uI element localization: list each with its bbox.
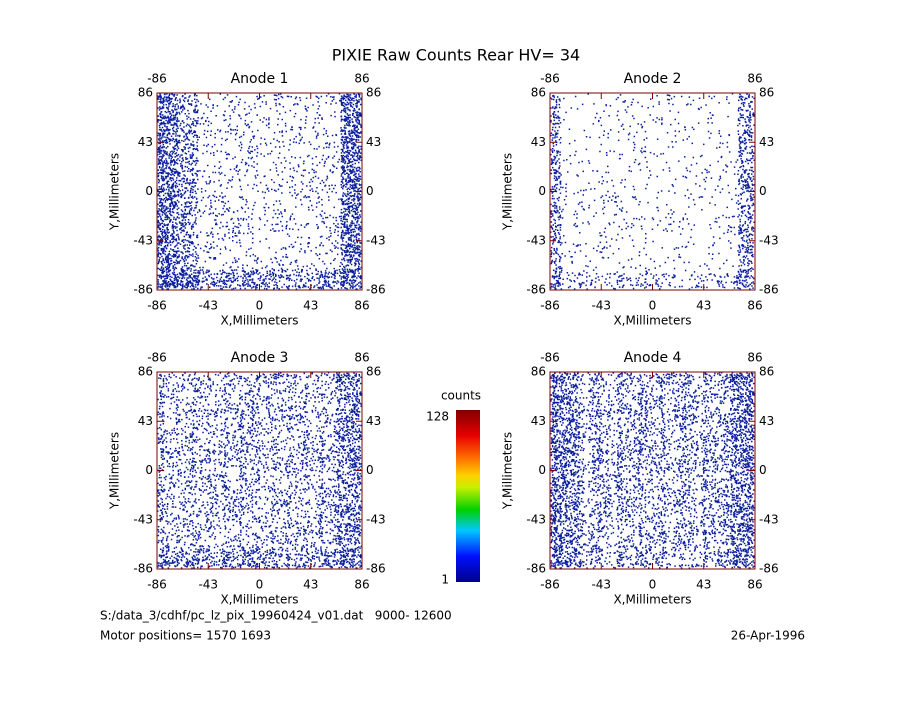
x-tick-label: -43 [198, 299, 218, 313]
top-axis-label: 86 [747, 351, 762, 365]
y-tick-label: -86 [526, 562, 546, 576]
top-axis-label: -86 [147, 351, 167, 365]
y-tick-label-right: 0 [366, 463, 374, 477]
density-image [550, 372, 755, 569]
density-image [157, 372, 362, 569]
x-tick-label: 0 [256, 578, 264, 592]
y-tick-label-right: -86 [366, 283, 386, 297]
top-axis-label: 86 [354, 72, 369, 86]
y-tick-label: -43 [133, 512, 153, 526]
colorbar-max: 128 [426, 410, 449, 424]
y-tick-label: -86 [133, 562, 153, 576]
x-tick-label: -43 [591, 578, 611, 592]
y-tick-label-right: -43 [366, 233, 386, 247]
y-tick-label-right: 0 [759, 184, 767, 198]
x-tick-label: 0 [256, 299, 264, 313]
x-tick-label: -43 [591, 299, 611, 313]
page-title: PIXIE Raw Counts Rear HV= 34 [332, 46, 580, 65]
y-tick-label-right: 86 [759, 86, 774, 100]
y-tick-label: -86 [133, 283, 153, 297]
y-tick-label-right: 43 [759, 135, 774, 149]
y-tick-label-right: 43 [366, 414, 381, 428]
y-tick-label: 43 [138, 414, 153, 428]
x-tick-label: -43 [198, 578, 218, 592]
y-tick-label: 43 [531, 135, 546, 149]
top-axis-label: 86 [747, 72, 762, 86]
y-tick-label: 0 [538, 463, 546, 477]
panel-title: Anode 3 [231, 350, 289, 366]
y-tick-label: 0 [538, 184, 546, 198]
y-tick-label: -86 [526, 283, 546, 297]
x-axis-label: X,Millimeters [613, 593, 691, 607]
y-axis-label: Y,Millimeters [501, 432, 515, 510]
y-tick-label-right: 86 [366, 86, 381, 100]
x-tick-label: -86 [147, 578, 167, 592]
file-info: S:/data_3/cdhf/pc_lz_pix_19960424_v01.da… [100, 609, 452, 623]
y-tick-label-right: 43 [366, 135, 381, 149]
x-axis-label: X,Millimeters [613, 314, 691, 328]
x-tick-label: 86 [747, 578, 762, 592]
y-tick-label: 0 [145, 463, 153, 477]
x-tick-label: 0 [649, 299, 657, 313]
y-tick-label-right: -43 [366, 512, 386, 526]
plot-frame [156, 92, 363, 291]
y-tick-label-right: -43 [759, 512, 779, 526]
y-tick-label-right: 0 [759, 463, 767, 477]
y-tick-label-right: 43 [759, 414, 774, 428]
x-tick-label: 43 [303, 299, 318, 313]
y-tick-label-right: -86 [759, 283, 779, 297]
y-tick-label: 86 [138, 365, 153, 379]
panel-title: Anode 2 [624, 71, 682, 87]
x-tick-label: -86 [147, 299, 167, 313]
colorbar-min: 1 [441, 573, 449, 587]
y-tick-label-right: 86 [366, 365, 381, 379]
x-tick-label: -86 [540, 299, 560, 313]
colorbar [456, 410, 480, 582]
top-axis-label: -86 [540, 351, 560, 365]
panel-title: Anode 4 [624, 350, 682, 366]
y-axis-label: Y,Millimeters [501, 153, 515, 231]
x-tick-label: 86 [747, 299, 762, 313]
top-axis-label: -86 [147, 72, 167, 86]
y-axis-label: Y,Millimeters [108, 432, 122, 510]
x-tick-label: 86 [354, 578, 369, 592]
x-tick-label: 43 [696, 578, 711, 592]
panel-title: Anode 1 [231, 71, 289, 87]
top-axis-label: -86 [540, 72, 560, 86]
y-tick-label-right: -43 [759, 233, 779, 247]
motor-info: Motor positions= 1570 1693 [100, 629, 271, 643]
x-axis-label: X,Millimeters [220, 593, 298, 607]
density-image [157, 93, 362, 290]
y-tick-label: 43 [138, 135, 153, 149]
x-tick-label: 86 [354, 299, 369, 313]
top-axis-label: 86 [354, 351, 369, 365]
y-tick-label: 86 [531, 365, 546, 379]
y-tick-label: 86 [138, 86, 153, 100]
x-tick-label: -86 [540, 578, 560, 592]
y-tick-label: 0 [145, 184, 153, 198]
y-tick-label-right: -86 [759, 562, 779, 576]
y-tick-label: -43 [526, 233, 546, 247]
y-tick-label: -43 [133, 233, 153, 247]
x-tick-label: 43 [303, 578, 318, 592]
x-axis-label: X,Millimeters [220, 314, 298, 328]
colorbar-title: counts [441, 389, 481, 403]
x-tick-label: 0 [649, 578, 657, 592]
y-axis-label: Y,Millimeters [108, 153, 122, 231]
y-tick-label-right: 86 [759, 365, 774, 379]
y-tick-label-right: -86 [366, 562, 386, 576]
plot-frame [549, 92, 756, 291]
y-tick-label: -43 [526, 512, 546, 526]
density-image [550, 93, 755, 290]
date: 26-Apr-1996 [731, 629, 805, 643]
y-tick-label-right: 0 [366, 184, 374, 198]
x-tick-label: 43 [696, 299, 711, 313]
y-tick-label: 86 [531, 86, 546, 100]
y-tick-label: 43 [531, 414, 546, 428]
